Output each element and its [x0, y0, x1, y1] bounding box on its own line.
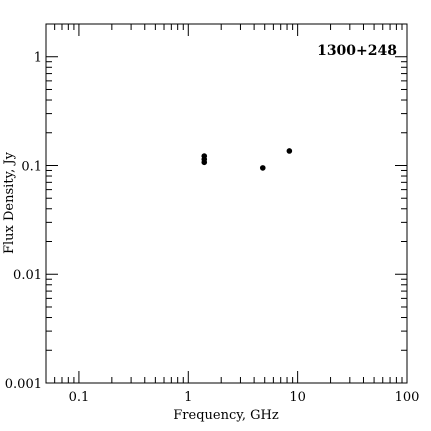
x-tick-label: 100 — [395, 390, 420, 405]
y-axis-label: Flux Density, Jy — [2, 151, 17, 254]
x-axis-label: Frequency, GHz — [173, 408, 279, 423]
data-point — [259, 165, 266, 171]
data-point — [201, 159, 208, 166]
x-tick-label: 1 — [184, 390, 192, 405]
data-points-group — [201, 148, 293, 171]
y-tick-label: 0.01 — [13, 268, 42, 283]
x-tick-label: 0.1 — [69, 390, 90, 405]
tick-labels-group: 0.1 1 10 100 0.001 0.01 0.1 1 — [5, 51, 420, 405]
y-tick-label: 0.001 — [5, 377, 42, 392]
ticks-group — [45, 23, 408, 384]
data-point — [286, 148, 293, 154]
y-tick-label: 0.1 — [21, 159, 42, 174]
plot-frame — [45, 23, 408, 384]
x-tick-label: 10 — [289, 390, 306, 405]
source-annotation: 1300+248 — [317, 43, 397, 59]
y-tick-label: 1 — [34, 51, 42, 66]
